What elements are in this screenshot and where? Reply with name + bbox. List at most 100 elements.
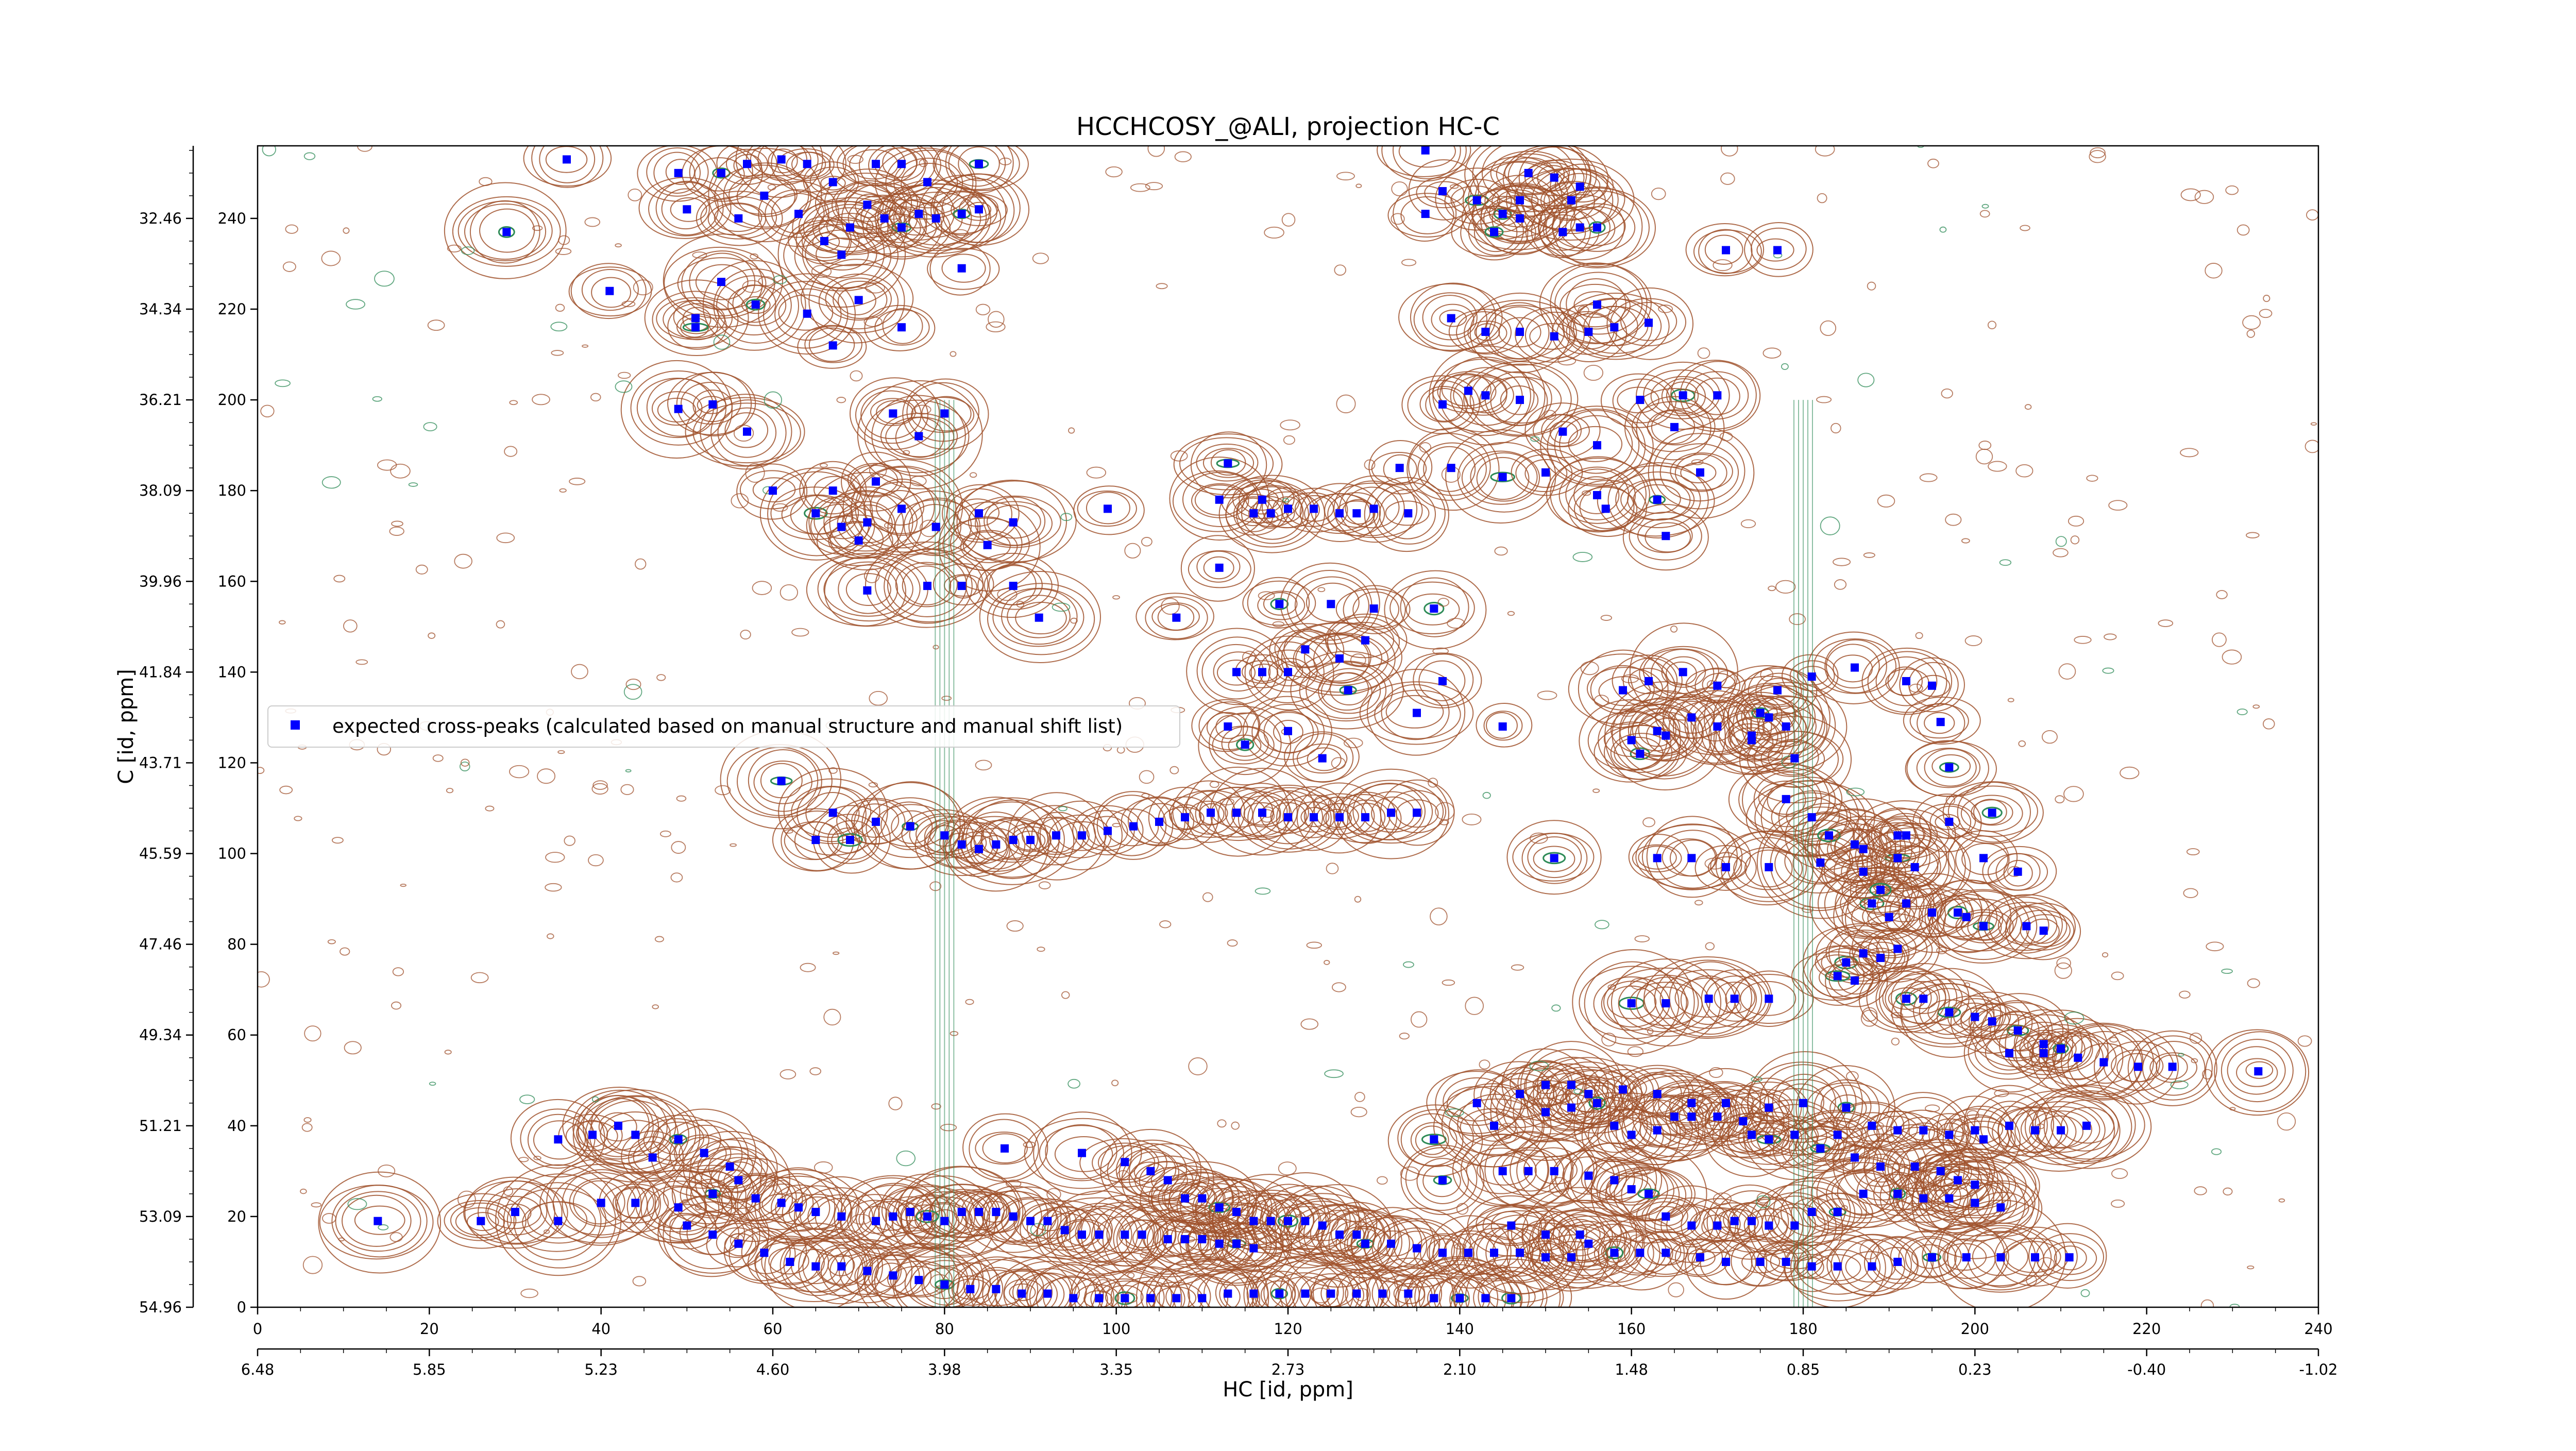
contour-ring-negative (745, 298, 766, 311)
contour-ring (1361, 791, 1422, 833)
cross-peak-marker (931, 522, 940, 531)
contour-ring (853, 782, 965, 870)
contour-ring (1628, 668, 1669, 695)
cross-peak-marker (1009, 836, 1018, 845)
noise-contour (2111, 971, 2124, 981)
contour-ring (1202, 448, 1255, 478)
contour-ring (1328, 1210, 1402, 1275)
contour-ring (1456, 311, 1512, 354)
cross-peak-marker (1971, 1013, 1979, 1021)
noise-contour (1401, 259, 1417, 266)
contour-ring (1170, 804, 1202, 830)
contour-ring (984, 565, 1043, 605)
contour-ring-negative (1484, 226, 1504, 238)
contour-ring (1371, 452, 1427, 485)
contour-ring (1853, 1148, 1906, 1187)
cross-peak-marker (1679, 668, 1687, 677)
cross-peak-marker (1550, 173, 1558, 182)
contour-ring (702, 260, 806, 351)
cross-peak-marker (1361, 1239, 1369, 1248)
contour-ring (2227, 1046, 2286, 1095)
contour-ring (957, 1256, 1039, 1307)
cross-peak-marker (1284, 668, 1292, 677)
contour-ring (1690, 701, 1749, 752)
contour-ring (1263, 1260, 1344, 1307)
contour-ring (1347, 1228, 1382, 1259)
contour-ring (1573, 476, 1620, 514)
noise-contour (537, 768, 556, 784)
contour-ring (1767, 739, 1819, 775)
contour-ring (1133, 1161, 1165, 1183)
noise-contour (377, 459, 397, 471)
contour-ring (1610, 298, 1687, 347)
contour-ring (854, 1254, 932, 1298)
cross-peak-marker (1919, 1194, 1928, 1203)
contour-ring (1785, 803, 1870, 870)
cross-peak-marker (1653, 1126, 1662, 1135)
noise-contour (346, 299, 366, 310)
contour-ring (1188, 1269, 1269, 1307)
contour-ring (676, 313, 719, 341)
noise-contour (1354, 1092, 1365, 1102)
noise-contour (1775, 580, 1796, 594)
cross-peak-marker (1035, 613, 1043, 622)
noise-contour (454, 553, 472, 569)
noise-contour (1694, 900, 1703, 906)
noise-contour (1815, 146, 1835, 157)
contour-ring (1594, 724, 1687, 780)
cross-peak-marker (1730, 994, 1739, 1003)
noise-contour (1680, 1125, 1691, 1131)
contour-ring (1417, 442, 1487, 496)
contour-ring (1900, 981, 1946, 1014)
noise-contour (868, 782, 878, 788)
cross-peak-marker (846, 836, 854, 845)
contour-ring (1968, 1024, 2050, 1080)
noise-contour (2259, 309, 2273, 318)
noise-contour (1834, 579, 1847, 590)
contour-ring (1392, 146, 1461, 179)
contour-ring (1656, 1094, 1727, 1140)
noise-contour (533, 1156, 541, 1160)
contour-ring (1498, 317, 1541, 348)
contour-ring (1733, 847, 1803, 890)
contour-ring (1189, 800, 1228, 826)
cross-peak-marker (1996, 1253, 2005, 1262)
cross-peak-marker (1575, 182, 1584, 191)
cross-peak-marker (1910, 1162, 1919, 1171)
noise-contour (1507, 611, 1515, 616)
contour-ring (1724, 718, 1783, 762)
contour-ring (1446, 1086, 1506, 1122)
cross-peak-marker (1962, 913, 1971, 921)
contour-ring (648, 181, 724, 237)
contour-ring (1299, 1273, 1364, 1307)
cross-peak-marker (1971, 1180, 1979, 1189)
contour-ring (1693, 229, 1762, 274)
contour-ring (1347, 783, 1433, 841)
noise-contour (1334, 264, 1347, 276)
noise-contour (1350, 653, 1366, 667)
noise-contour (2180, 188, 2201, 201)
noise-contour (1580, 661, 1599, 676)
contour-ring (894, 499, 979, 556)
noise-contour (791, 628, 809, 637)
contour-ring (2060, 1025, 2144, 1098)
noise-contour (1278, 1161, 1297, 1176)
cross-peak-marker (743, 427, 751, 436)
contour-ring (1547, 408, 1646, 485)
cross-peak-marker (1584, 327, 1593, 336)
contour-ring (1579, 485, 1635, 529)
y-tick-label: 40 (227, 1117, 246, 1135)
contour-ring (1444, 179, 1512, 225)
y-ppm-tick-label: 45.59 (139, 845, 182, 863)
noise-contour (432, 754, 444, 762)
contour-ring (647, 1185, 707, 1229)
contour-ring (828, 522, 893, 560)
cross-peak-marker (1782, 795, 1790, 803)
noise-contour (1067, 1078, 1080, 1089)
contour-ring (1994, 1226, 2078, 1287)
contour-ring (1100, 1128, 1202, 1212)
y-tick-label: 160 (218, 572, 246, 590)
contour-ring (1554, 410, 1640, 480)
contour-ring (1851, 895, 1923, 940)
noise-contour (1465, 997, 1484, 1015)
